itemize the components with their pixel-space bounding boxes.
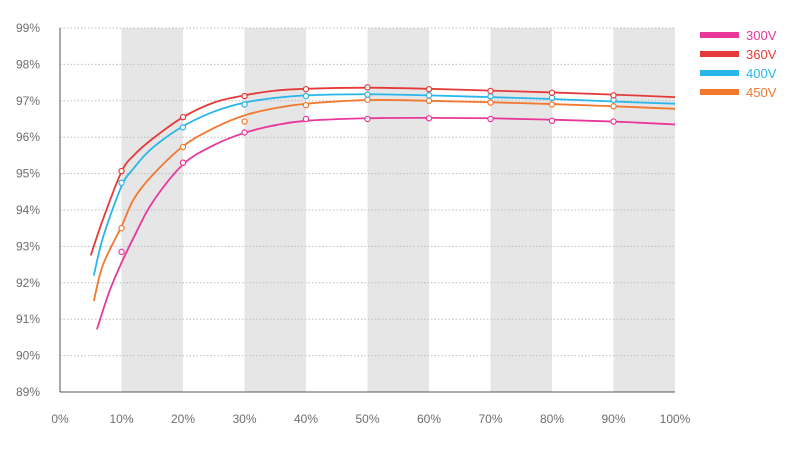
x-tick-label: 90%: [601, 412, 625, 426]
x-tick-label: 50%: [355, 412, 379, 426]
data-point: [302, 85, 310, 93]
data-point: [241, 101, 248, 108]
data-point: [487, 93, 494, 100]
y-tick-label: 98%: [16, 57, 40, 71]
data-point: [179, 124, 187, 131]
series-lines: [89, 84, 676, 330]
y-tick-label: 91%: [16, 312, 40, 326]
y-tick-label: 99%: [16, 21, 40, 35]
data-point: [179, 143, 187, 151]
legend-swatch: [700, 70, 739, 76]
data-point: [302, 92, 310, 100]
series-line-360V: [89, 86, 676, 256]
data-point: [118, 248, 125, 256]
series-400V: [92, 91, 676, 276]
y-tick-label: 92%: [16, 276, 40, 290]
legend-item-450V: 450V: [700, 85, 777, 100]
data-point: [241, 129, 248, 136]
x-tick-label: 30%: [232, 412, 256, 426]
grid-band: [490, 28, 552, 392]
data-point: [118, 224, 125, 232]
data-point: [548, 117, 556, 125]
data-point: [118, 179, 125, 186]
y-tick-label: 89%: [16, 385, 40, 399]
data-point: [548, 89, 556, 96]
y-tick-label: 97%: [16, 94, 40, 108]
axes: [59, 28, 675, 393]
y-tick-label: 95%: [16, 167, 40, 181]
data-point: [425, 85, 433, 93]
x-tick-label: 100%: [660, 412, 691, 426]
x-tick-label: 40%: [294, 412, 318, 426]
data-point: [179, 113, 187, 121]
series-360V: [89, 84, 676, 256]
data-point: [610, 92, 617, 99]
x-tick-label: 0%: [51, 412, 69, 426]
series-300V: [96, 115, 676, 330]
y-tick-label: 96%: [16, 130, 40, 144]
data-point: [364, 115, 371, 123]
x-tick-label: 80%: [540, 412, 564, 426]
x-tick-label: 20%: [171, 412, 195, 426]
data-point: [610, 118, 617, 125]
y-tick-label: 93%: [16, 239, 40, 253]
data-point: [241, 92, 248, 100]
y-tick-label: 90%: [16, 349, 40, 363]
x-tick-label: 70%: [478, 412, 502, 426]
data-point: [425, 92, 433, 99]
series-line-450V: [92, 99, 676, 302]
legend-item-360V: 360V: [700, 47, 777, 62]
data-point: [302, 115, 310, 123]
series-450V: [92, 96, 676, 302]
y-tick-labels: 89% 90% 91% 92% 93% 94% 95% 96% 97% 98% 99%: [16, 21, 40, 399]
data-point: [487, 99, 494, 106]
legend-swatch: [700, 51, 739, 57]
legend-label: 300V: [746, 28, 777, 43]
data-point: [364, 91, 371, 98]
x-tick-labels: 0% 10% 20% 30% 40% 50% 60% 70% 80% 90% 100%: [51, 412, 690, 426]
data-point: [302, 101, 310, 109]
legend-label: 450V: [746, 85, 777, 100]
legend-item-400V: 400V: [700, 66, 777, 81]
y-tick-label: 94%: [16, 203, 40, 217]
data-point: [548, 101, 556, 108]
data-point: [425, 97, 433, 105]
x-tick-label: 60%: [417, 412, 441, 426]
legend-label: 400V: [746, 66, 777, 81]
data-point: [241, 118, 248, 125]
data-point: [179, 159, 187, 166]
legend: 300V 360V 400V 450V: [700, 28, 777, 100]
series-line-400V: [92, 93, 676, 276]
legend-swatch: [700, 32, 739, 38]
series-line-300V: [96, 116, 676, 330]
data-point: [487, 115, 494, 123]
data-point: [610, 103, 617, 110]
grid-band: [367, 28, 429, 392]
legend-item-300V: 300V: [700, 28, 777, 43]
x-tick-label: 10%: [109, 412, 133, 426]
data-point: [364, 96, 371, 103]
legend-label: 360V: [746, 47, 777, 62]
data-point: [425, 115, 433, 122]
data-point: [548, 94, 556, 102]
data-point: [364, 84, 371, 91]
data-point: [118, 167, 125, 175]
legend-swatch: [700, 89, 739, 95]
data-point: [487, 87, 494, 95]
